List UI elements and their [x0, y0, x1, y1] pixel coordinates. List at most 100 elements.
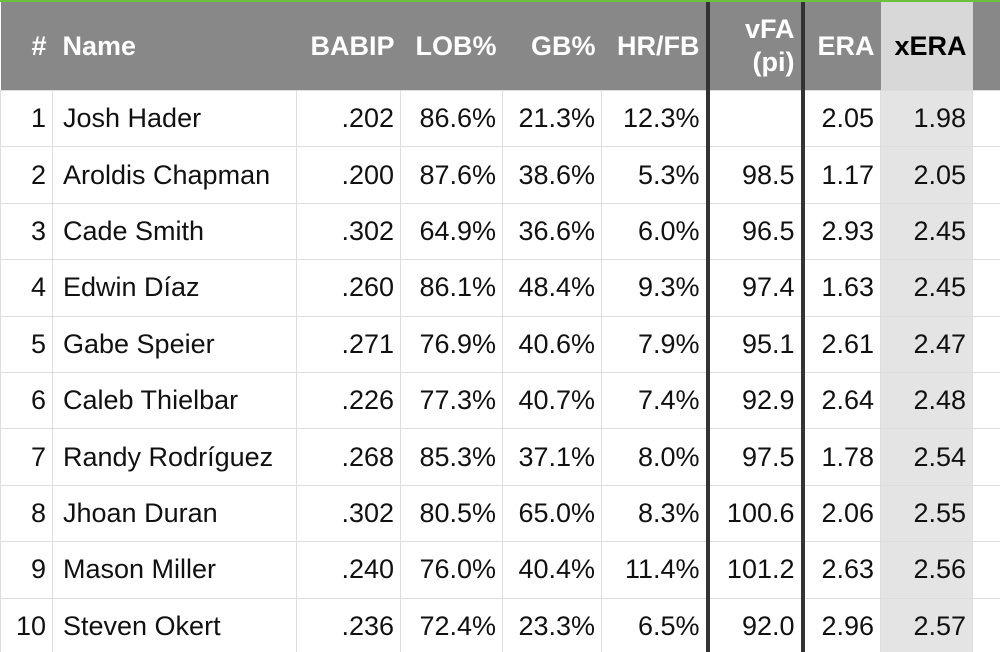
table-row: 8 Jhoan Duran .302 80.5% 65.0% 8.3% 100.6 2.06 2…: [0, 484, 1000, 543]
table-cell: 8: [0, 484, 53, 543]
table-cell: 9: [0, 541, 53, 599]
table-cell: 4: [0, 259, 53, 317]
column-header[interactable]: BABIP: [296, 2, 401, 91]
table-cell: 12.3%: [601, 89, 710, 148]
table-cell: 96.5: [707, 202, 805, 261]
player-name[interactable]: Steven Okert: [52, 597, 297, 652]
table-cell: 2.96: [802, 597, 881, 652]
table-cell: 7.9%: [601, 315, 710, 373]
column-header[interactable]: LOB%: [400, 2, 503, 91]
table-cell: 6.0%: [601, 202, 710, 261]
table-cell: 21.3%: [502, 89, 602, 148]
table-cell: 1: [0, 89, 53, 148]
table-cell: 72.4%: [400, 597, 503, 652]
table-cell: 10: [0, 597, 53, 652]
table-cell: 86.1%: [400, 259, 503, 317]
table-cell: 65.0%: [502, 484, 602, 543]
column-header[interactable]: xERA: [880, 2, 973, 91]
table-row: 5 Gabe Speier .271 76.9% 40.6% 7.9% 95.1 2.61 2.…: [0, 315, 1000, 373]
table-cell: 2.47: [880, 315, 973, 373]
player-name[interactable]: Josh Hader: [52, 89, 297, 148]
table-cell: 2.05: [802, 89, 881, 148]
table-cell: 101.2: [707, 541, 805, 599]
player-name[interactable]: Jhoan Duran: [52, 484, 297, 543]
table-cell: 2.63: [802, 541, 881, 599]
table-cell: 40.6%: [502, 315, 602, 373]
player-name[interactable]: Edwin Díaz: [52, 259, 297, 317]
table-cell: 2.05: [880, 146, 973, 204]
table-cell: 5: [0, 315, 53, 373]
column-header[interactable]: #: [0, 2, 53, 91]
table-cell: 37.1%: [502, 428, 602, 486]
table-cell: 2.: [972, 259, 1000, 317]
table-cell: 2.45: [880, 202, 973, 261]
table-cell: 3.: [972, 89, 1000, 148]
table-cell: 7: [0, 428, 53, 486]
table-cell: 86.6%: [400, 89, 503, 148]
table-cell: 2.93: [802, 202, 881, 261]
table-cell: 8.3%: [601, 484, 710, 543]
table-cell: 95.1: [707, 315, 805, 373]
table-row: 4 Edwin Díaz .260 86.1% 48.4% 9.3% 97.4 1.63 2.4…: [0, 259, 1000, 317]
column-header[interactable]: Name: [52, 2, 297, 91]
table-cell: 2.57: [880, 597, 973, 652]
table-row: 9 Mason Miller .240 76.0% 40.4% 11.4% 101.2 2.6…: [0, 541, 1000, 599]
column-header[interactable]: ERA: [802, 2, 881, 91]
player-name[interactable]: Gabe Speier: [52, 315, 297, 373]
table-cell: 6: [0, 371, 53, 430]
table-cell: 1.17: [802, 146, 881, 204]
table-cell: 8.0%: [601, 428, 710, 486]
column-header[interactable]: vFA (pi): [707, 2, 805, 91]
player-name[interactable]: Randy Rodríguez: [52, 428, 297, 486]
table-cell: 6.5%: [601, 597, 710, 652]
table-cell: .226: [296, 371, 401, 430]
player-name[interactable]: Aroldis Chapman: [52, 146, 297, 204]
table-cell: .260: [296, 259, 401, 317]
table-cell: 7.4%: [601, 371, 710, 430]
table-cell: 38.6%: [502, 146, 602, 204]
table-row: 7 Randy Rodríguez .268 85.3% 37.1% 8.0% 97.5 1.…: [0, 428, 1000, 486]
table-row: 6 Caleb Thielbar .226 77.3% 40.7% 7.4% 92.9 2.6…: [0, 371, 1000, 430]
player-name[interactable]: Cade Smith: [52, 202, 297, 261]
column-header[interactable]: GB%: [502, 2, 602, 91]
table-cell: 40.7%: [502, 371, 602, 430]
table-cell: 2.: [972, 484, 1000, 543]
table-cell: 97.5: [707, 428, 805, 486]
table-cell: 23.3%: [502, 597, 602, 652]
table-cell: 2.: [972, 541, 1000, 599]
table-cell: .302: [296, 484, 401, 543]
table-cell: 87.6%: [400, 146, 503, 204]
table-cell: 2.: [972, 428, 1000, 486]
table-row: 10 Steven Okert .236 72.4% 23.3% 6.5% 92.0 2.96…: [0, 597, 1000, 652]
table-cell: 92.9: [707, 371, 805, 430]
table-cell: 2.45: [880, 259, 973, 317]
table-cell: 1.: [972, 202, 1000, 261]
table-cell: 36.6%: [502, 202, 602, 261]
table-cell: [707, 89, 805, 148]
table-cell: 92.0: [707, 597, 805, 652]
table-row: 2 Aroldis Chapman .200 87.6% 38.6% 5.3% 98.5 1.…: [0, 146, 1000, 204]
table-cell: 97.4: [707, 259, 805, 317]
table-cell: 5.3%: [601, 146, 710, 204]
table-cell: 2.64: [802, 371, 881, 430]
table-cell: 2: [0, 146, 53, 204]
table-cell: .202: [296, 89, 401, 148]
table-cell: 40.4%: [502, 541, 602, 599]
table-cell: 48.4%: [502, 259, 602, 317]
table-cell: 1.78: [802, 428, 881, 486]
column-header[interactable]: F: [972, 2, 1000, 91]
table-row: 3 Cade Smith .302 64.9% 36.6% 6.0% 96.5 2.93 2.4…: [0, 202, 1000, 261]
table-cell: 11.4%: [601, 541, 710, 599]
column-header[interactable]: HR/FB: [601, 2, 710, 91]
table-cell: 2.54: [880, 428, 973, 486]
table-cell: 98.5: [707, 146, 805, 204]
table-cell: 1.: [972, 146, 1000, 204]
player-name[interactable]: Caleb Thielbar: [52, 371, 297, 430]
table-cell: .236: [296, 597, 401, 652]
player-name[interactable]: Mason Miller: [52, 541, 297, 599]
table-cell: .200: [296, 146, 401, 204]
